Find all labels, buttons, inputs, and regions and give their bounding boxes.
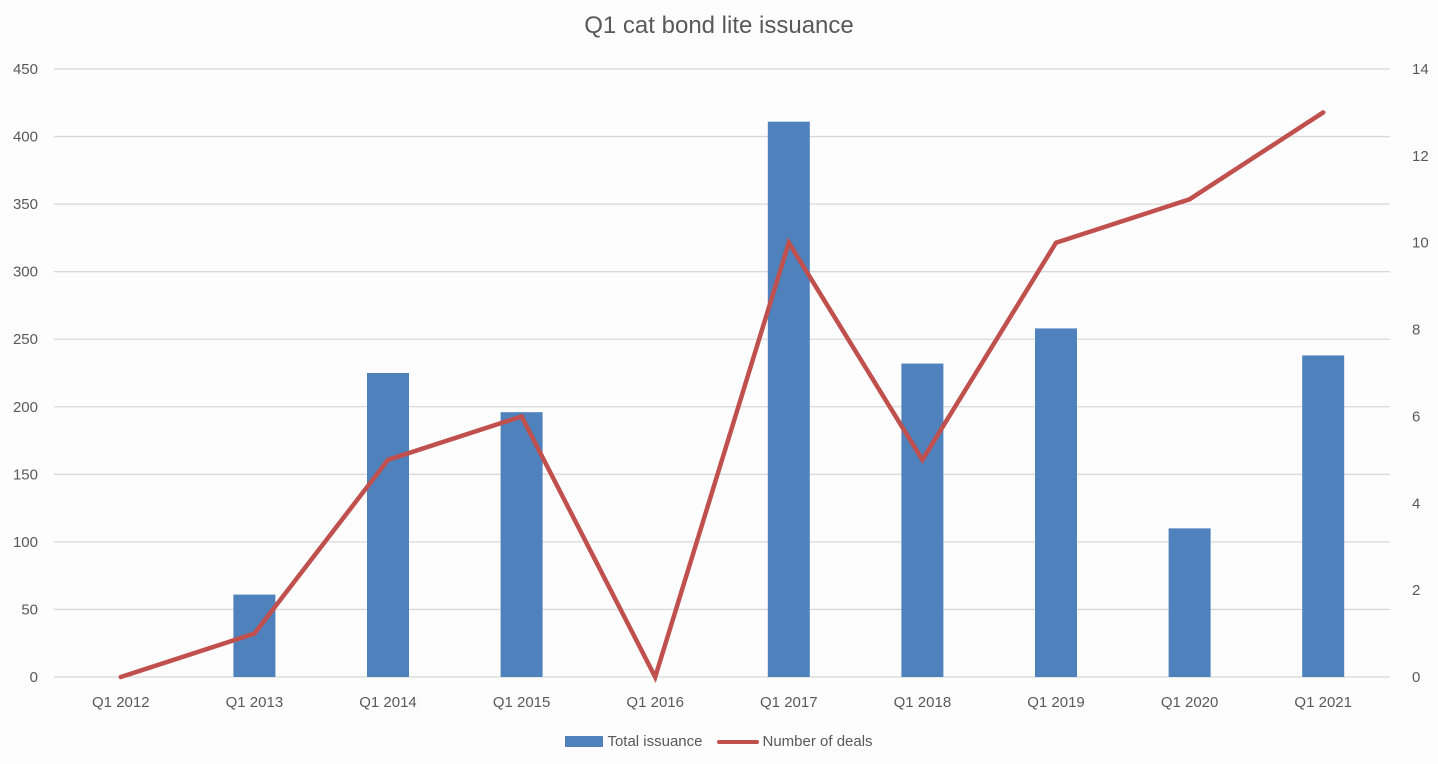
y-axis-tick-label: 100 [13,534,38,551]
legend: Total issuance Number of deals [0,733,1438,750]
bar [367,373,409,677]
y2-axis-tick-label: 12 [1412,148,1429,165]
y-axis-tick-label: 400 [13,129,38,146]
bar-swatch-icon [565,736,604,747]
y-axis-tick-label: 0 [30,669,38,686]
y-axis-tick-label: 450 [13,61,38,78]
y2-axis-tick-label: 6 [1412,408,1420,425]
bar [1168,528,1211,677]
bar [1302,355,1345,677]
legend-label: Total issuance [607,733,703,750]
x-axis-tick-label: Q1 2014 [359,694,417,711]
y-axis-tick-label: 250 [13,331,38,348]
y2-axis-tick-label: 10 [1412,235,1429,252]
x-axis-tick-label: Q1 2021 [1294,694,1352,711]
y-axis-tick-label: 150 [13,466,38,483]
bar [500,412,543,677]
chart-title: Q1 cat bond lite issuance [584,12,854,39]
x-axis-tick-label: Q1 2020 [1161,694,1219,711]
line-swatch-icon [716,739,759,744]
y2-axis-tick-label: 2 [1412,582,1420,599]
line-series [118,110,1326,683]
y2-axis-tick-label: 4 [1412,495,1420,512]
y-axis-tick-label: 350 [13,196,38,213]
y-axis-tick-label: 200 [13,399,38,416]
y2-axis-tick-label: 14 [1412,61,1429,78]
x-axis-tick-label: Q1 2019 [1027,694,1085,711]
bar [767,121,810,677]
x-axis-tick-label: Q1 2016 [626,694,684,711]
legend-label: Number of deals [762,733,873,750]
y-axis-tick-label: 300 [13,264,38,281]
x-axis-tick-label: Q1 2018 [894,694,952,711]
y2-axis-tick-label: 8 [1412,322,1420,339]
x-axis-tick-label: Q1 2017 [760,694,818,711]
x-axis-tick-label: Q1 2015 [493,694,551,711]
y2-axis-tick-label: 0 [1412,669,1420,686]
legend-item-number-of-deals: Number of deals [716,733,873,750]
bar [1035,328,1077,677]
y-axis-tick-label: 50 [21,601,38,618]
legend-item-total-issuance: Total issuance [565,733,703,750]
bar [901,363,944,677]
x-axis-tick-label: Q1 2012 [92,694,150,711]
x-axis-tick-label: Q1 2013 [226,694,284,711]
